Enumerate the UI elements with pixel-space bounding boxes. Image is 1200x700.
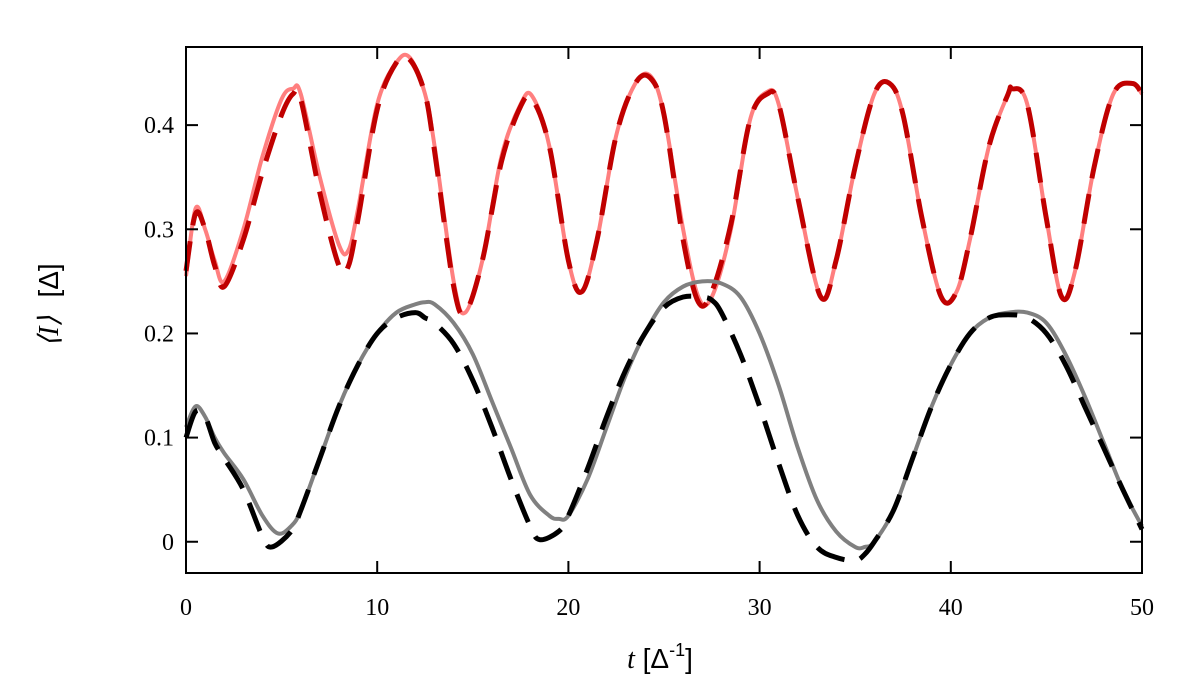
x-axis-unit-exponent: -1	[669, 640, 685, 660]
y-axis-label-group: ⟨I⟩ [Δ]	[33, 263, 65, 346]
series-line-2	[183, 53, 1145, 317]
plot-frame	[185, 46, 1143, 574]
series-line-1	[184, 52, 1144, 316]
x-tick-label: 40	[939, 595, 963, 621]
ticks-layer: 0 10 20 30 40 50 0 0.1 0.2 0.3 0.4	[144, 47, 1154, 621]
x-tick-label: 30	[748, 595, 772, 621]
series-line-3	[184, 279, 1144, 551]
y-tick-label: 0	[162, 530, 174, 556]
x-axis-unit: [Δ	[635, 643, 669, 674]
x-tick-label: 0	[180, 595, 192, 621]
y-tick-label: 0.1	[144, 426, 174, 452]
x-axis-unit-close: ]	[685, 643, 693, 674]
y-tick-label: 0.3	[144, 217, 174, 243]
y-axis-label: ⟨I⟩ [Δ]	[33, 263, 65, 346]
series-line-4	[183, 293, 1145, 564]
series-layer	[183, 52, 1145, 564]
x-tick-label: 10	[365, 595, 389, 621]
y-axis-unit: [Δ]	[33, 263, 64, 297]
x-tick-label: 20	[556, 595, 580, 621]
y-tick-label: 0.2	[144, 321, 174, 347]
y-tick-label: 0.4	[144, 113, 174, 139]
x-axis-label: t [Δ-1]	[627, 640, 693, 675]
x-tick-label: 50	[1130, 595, 1154, 621]
x-axis-variable: t	[627, 644, 636, 675]
y-axis-variable: ⟨I⟩	[34, 315, 65, 346]
